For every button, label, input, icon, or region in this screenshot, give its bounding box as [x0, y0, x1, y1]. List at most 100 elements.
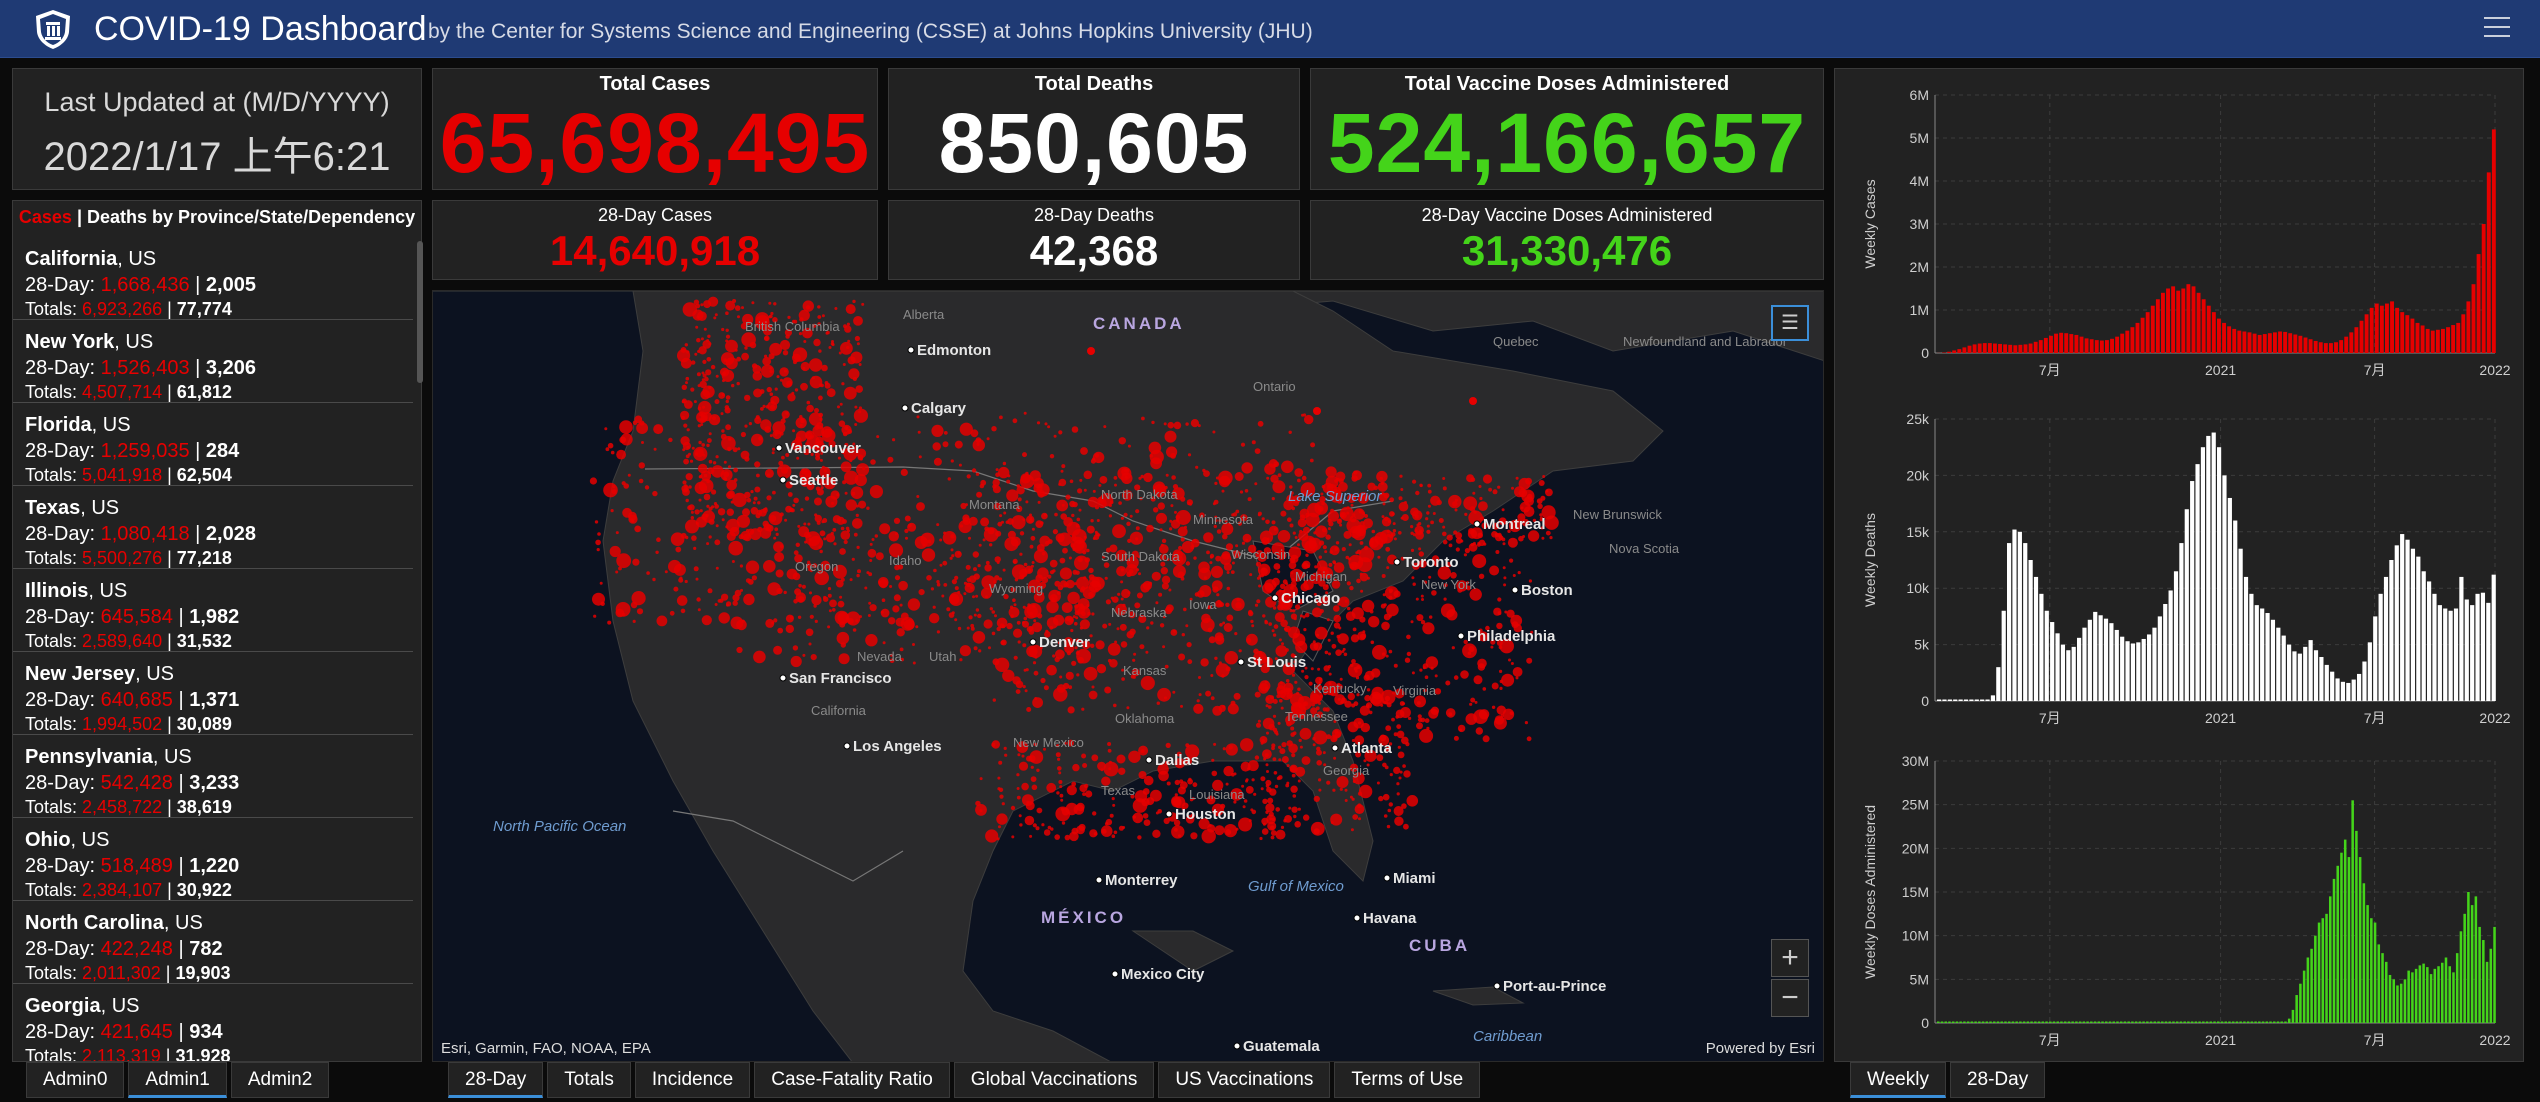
case-dot[interactable] — [939, 563, 943, 567]
case-dot[interactable] — [1456, 580, 1468, 592]
case-dot[interactable] — [930, 587, 934, 591]
case-dot[interactable] — [1395, 709, 1405, 719]
weekly-bar[interactable] — [2018, 344, 2023, 353]
case-dot[interactable] — [1113, 476, 1118, 480]
case-dot[interactable] — [1398, 501, 1409, 512]
case-dot[interactable] — [1132, 798, 1148, 813]
case-dot[interactable] — [726, 479, 737, 491]
case-dot[interactable] — [1187, 659, 1193, 665]
weekly-bar[interactable] — [2239, 1021, 2242, 1024]
case-dot[interactable] — [1355, 751, 1362, 758]
case-dot[interactable] — [1389, 590, 1392, 594]
case-dot[interactable] — [805, 431, 813, 439]
weekly-bar[interactable] — [2181, 288, 2186, 354]
case-dot[interactable] — [859, 615, 862, 619]
case-dot[interactable] — [784, 329, 792, 337]
case-dot[interactable] — [1187, 453, 1192, 457]
case-dot[interactable] — [1278, 745, 1282, 749]
case-dot[interactable] — [868, 601, 872, 605]
case-dot[interactable] — [1545, 530, 1551, 536]
case-dot[interactable] — [1019, 531, 1025, 536]
case-dot[interactable] — [721, 593, 729, 601]
case-dot[interactable] — [894, 532, 898, 536]
weekly-bar[interactable] — [2325, 913, 2328, 1023]
case-dot[interactable] — [673, 586, 679, 592]
case-dot[interactable] — [1299, 614, 1303, 618]
weekly-bar[interactable] — [2115, 336, 2120, 353]
case-dot[interactable] — [1410, 620, 1414, 624]
case-dot[interactable] — [734, 305, 741, 311]
weekly-bar[interactable] — [2470, 905, 2474, 1023]
case-dot[interactable] — [1172, 487, 1185, 500]
weekly-bar[interactable] — [2033, 341, 2038, 353]
weekly-bar[interactable] — [2430, 330, 2435, 353]
case-dot[interactable] — [977, 564, 981, 568]
case-dot[interactable] — [1280, 510, 1287, 517]
case-dot[interactable] — [1102, 623, 1108, 629]
case-dot[interactable] — [806, 562, 812, 569]
case-dot[interactable] — [1109, 544, 1118, 553]
case-dot[interactable] — [1289, 609, 1293, 613]
weekly-bar[interactable] — [2470, 605, 2475, 701]
case-dot[interactable] — [804, 470, 812, 478]
weekly-bar[interactable] — [2317, 922, 2321, 1023]
case-dot[interactable] — [794, 436, 802, 444]
case-dot[interactable] — [1254, 755, 1260, 760]
case-dot[interactable] — [1348, 543, 1352, 547]
case-dot[interactable] — [1226, 571, 1230, 574]
case-dot[interactable] — [1464, 512, 1468, 516]
case-dot[interactable] — [1357, 492, 1369, 504]
case-dot[interactable] — [834, 610, 849, 625]
weekly-bar[interactable] — [2205, 1021, 2209, 1024]
case-dot[interactable] — [1049, 559, 1058, 568]
case-dot[interactable] — [1299, 514, 1306, 521]
case-dot[interactable] — [916, 415, 920, 419]
case-dot[interactable] — [1316, 749, 1322, 756]
case-dot[interactable] — [819, 530, 826, 537]
weekly-bar[interactable] — [2318, 342, 2323, 353]
case-dot[interactable] — [697, 406, 702, 411]
case-dot[interactable] — [1068, 617, 1074, 623]
case-dot[interactable] — [792, 503, 796, 507]
case-dot[interactable] — [700, 337, 704, 341]
weekly-bar[interactable] — [2344, 336, 2349, 353]
case-dot[interactable] — [1363, 518, 1373, 529]
case-dot[interactable] — [1012, 598, 1016, 602]
case-dot[interactable] — [1397, 745, 1401, 749]
case-dot[interactable] — [794, 388, 799, 392]
case-dot[interactable] — [741, 332, 756, 347]
case-dot[interactable] — [1305, 512, 1320, 528]
case-dot[interactable] — [1209, 555, 1213, 559]
case-dot[interactable] — [764, 468, 774, 478]
case-dot[interactable] — [1478, 539, 1486, 546]
case-dot[interactable] — [1043, 829, 1051, 836]
case-dot[interactable] — [1027, 568, 1032, 573]
case-dot[interactable] — [1134, 484, 1141, 491]
case-dot[interactable] — [1015, 505, 1023, 512]
case-dot[interactable] — [1075, 651, 1080, 655]
case-dot[interactable] — [1164, 696, 1167, 700]
case-dot[interactable] — [894, 564, 900, 571]
case-dot[interactable] — [744, 346, 748, 350]
case-dot[interactable] — [838, 420, 846, 427]
case-dot[interactable] — [1090, 643, 1095, 648]
case-dot[interactable] — [1346, 506, 1350, 510]
case-dot[interactable] — [593, 614, 597, 618]
weekly-bar[interactable] — [2093, 611, 2098, 701]
case-dot[interactable] — [1114, 483, 1117, 487]
case-dot[interactable] — [1337, 602, 1341, 606]
case-dot[interactable] — [857, 569, 861, 574]
weekly-bar[interactable] — [2493, 926, 2496, 1023]
case-dot[interactable] — [1331, 580, 1341, 589]
case-dot[interactable] — [754, 461, 761, 468]
case-dot[interactable] — [1299, 696, 1303, 700]
case-dot[interactable] — [1325, 534, 1331, 540]
case-dot[interactable] — [904, 515, 911, 522]
case-dot[interactable] — [1281, 742, 1287, 748]
case-dot[interactable] — [1139, 644, 1145, 650]
case-dot[interactable] — [1503, 576, 1507, 580]
case-dot[interactable] — [1366, 576, 1370, 580]
case-dot[interactable] — [1351, 797, 1355, 801]
case-dot[interactable] — [1174, 779, 1180, 786]
case-dot[interactable] — [1062, 547, 1068, 554]
